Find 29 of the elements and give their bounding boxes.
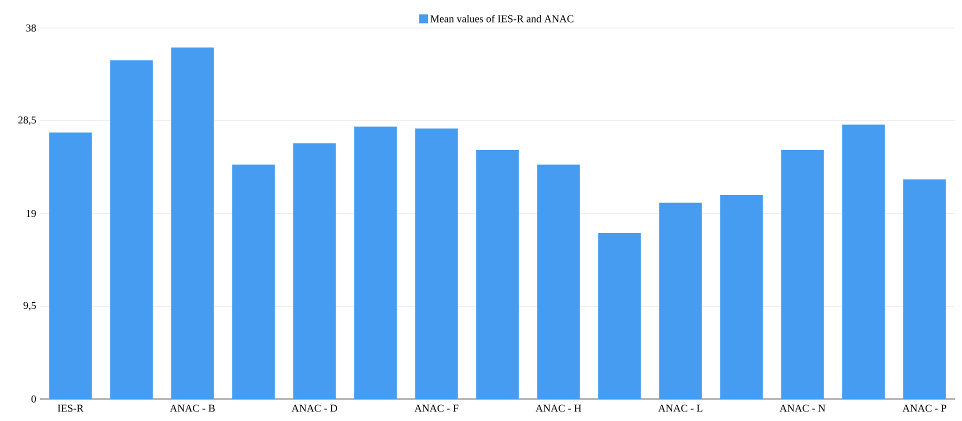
y-tick-label: 19: [26, 210, 36, 218]
x-tick-label: ANAC - P: [902, 404, 946, 412]
bar: [903, 179, 946, 399]
bar: [354, 126, 397, 399]
x-tick-label: IES-R: [58, 404, 84, 412]
bar: [659, 202, 702, 399]
bar: [598, 233, 641, 399]
bar: [293, 143, 336, 399]
x-tick-label: ANAC - D: [292, 404, 338, 412]
bar: [720, 194, 763, 399]
x-tick-label: ANAC - N: [780, 404, 826, 412]
legend-label: Mean values of IES-R and ANAC: [430, 14, 574, 22]
bar: [476, 150, 519, 399]
bar: [232, 164, 275, 399]
bar: [781, 150, 824, 399]
x-tick-label: ANAC - B: [170, 404, 215, 412]
bar: [110, 60, 153, 399]
y-tick-label: 0: [31, 395, 36, 403]
bar: [842, 124, 885, 399]
bar: [171, 48, 214, 399]
x-tick-label: ANAC - L: [658, 404, 702, 412]
bar: [415, 128, 458, 399]
x-tick-label: ANAC - F: [414, 404, 458, 412]
bar: [49, 132, 92, 399]
y-tick-label: 38: [26, 24, 36, 32]
x-tick-label: ANAC - H: [536, 404, 582, 412]
bar: [537, 164, 580, 399]
y-tick-label: 28,5: [18, 116, 36, 126]
y-tick-label: 9,5: [24, 302, 36, 311]
